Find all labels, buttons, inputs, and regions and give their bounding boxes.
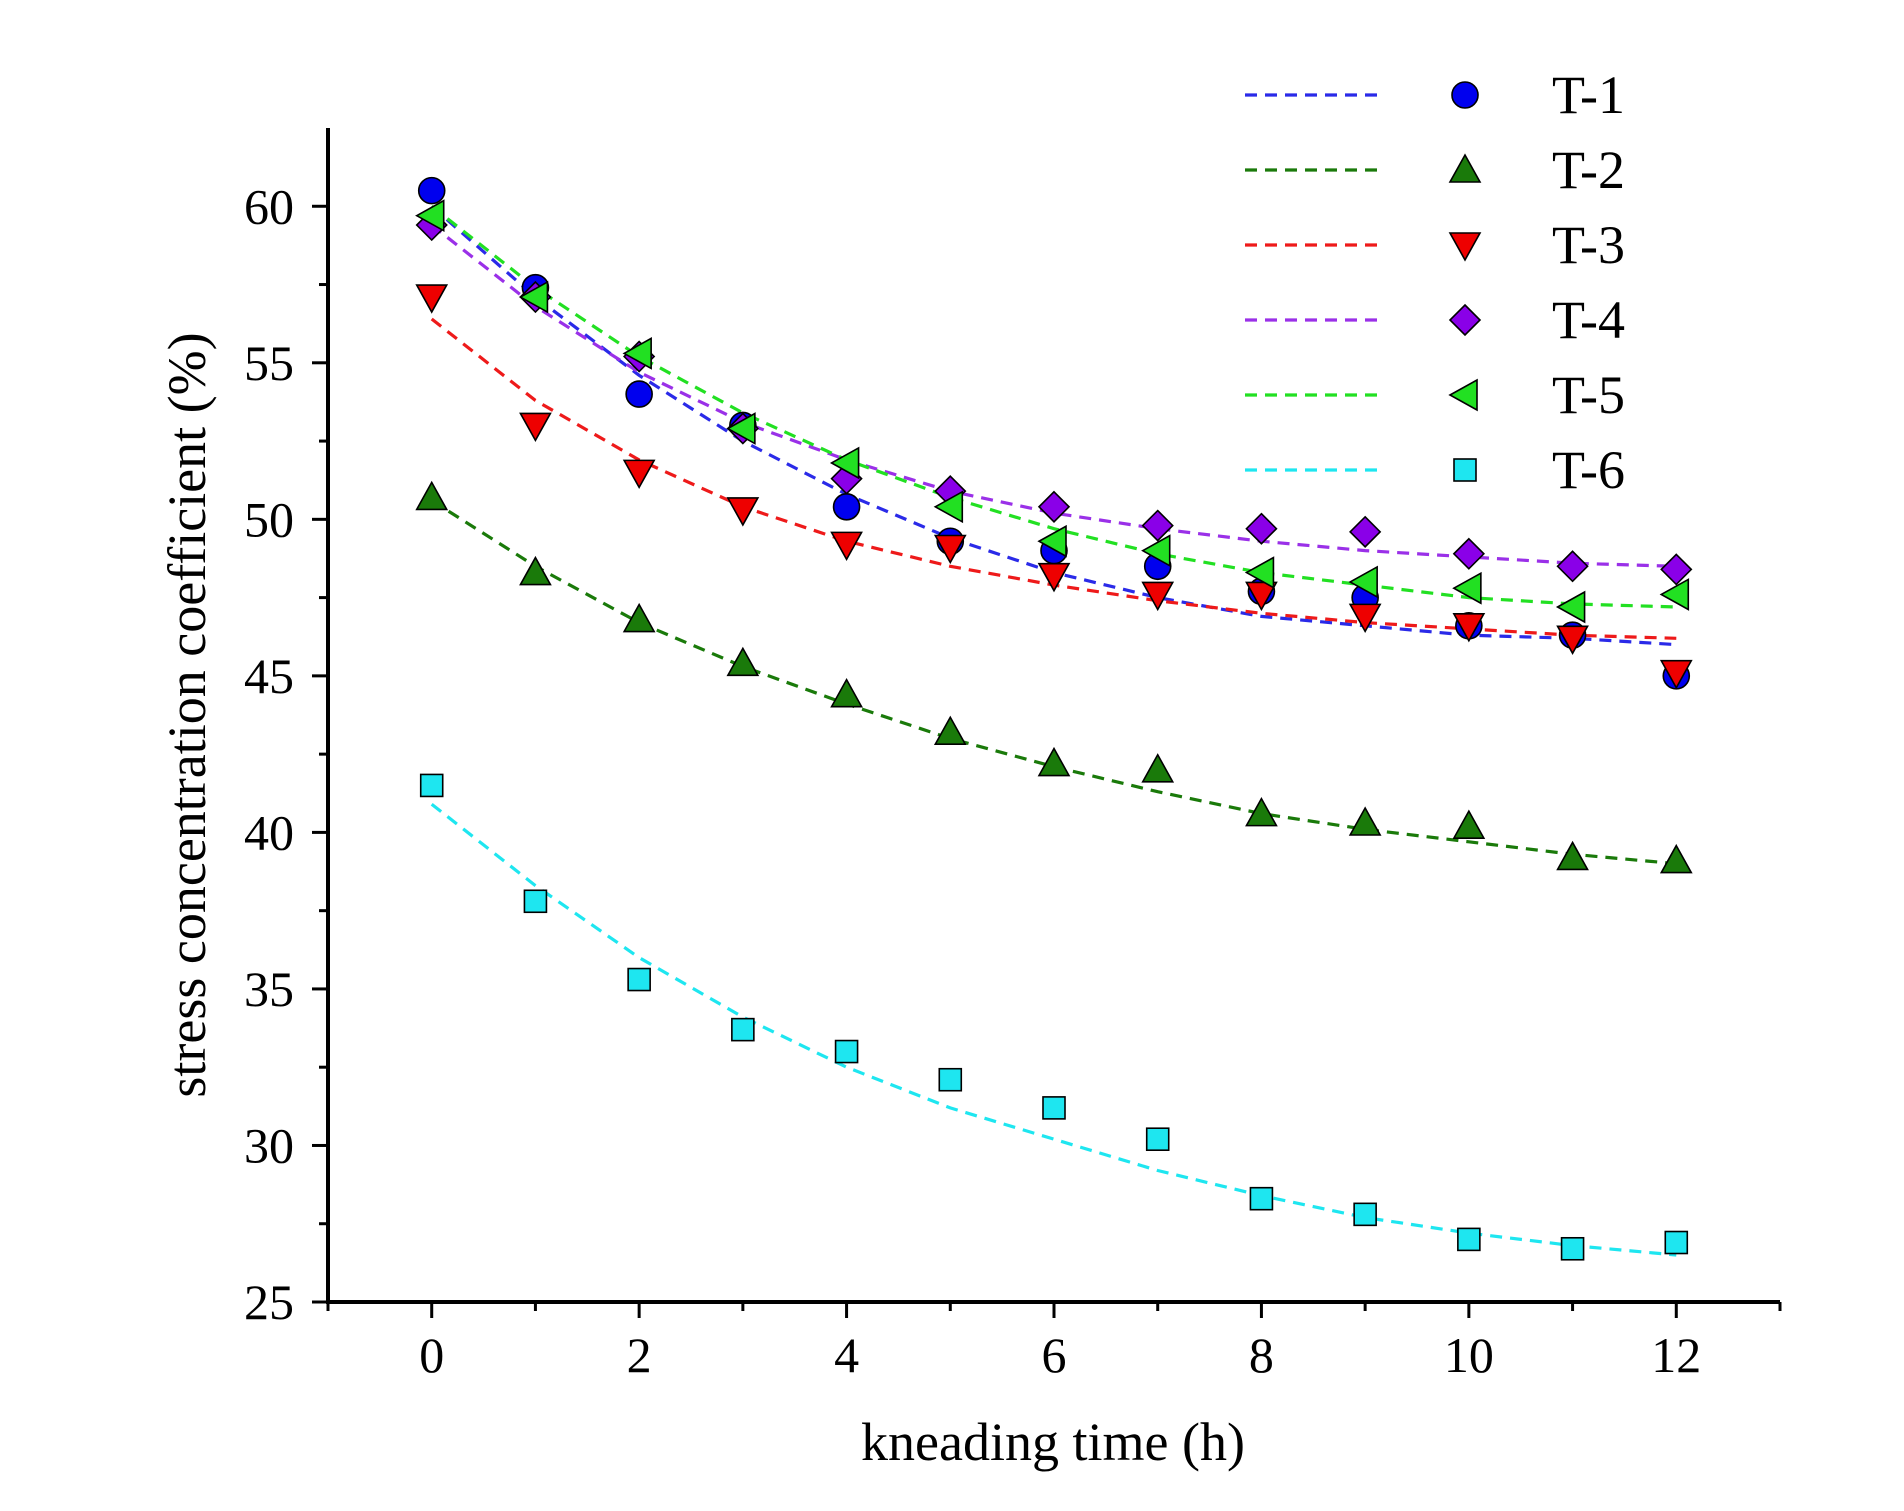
data-point-t-6 [1145,1127,1170,1152]
data-point-t-5 [1452,571,1482,605]
data-point-t-3 [1141,581,1175,612]
data-point-t-4 [1556,550,1589,583]
data-point-t-4 [1452,537,1485,570]
legend-label-t-3: T-3 [1552,215,1625,275]
x-tick-label: 2 [627,1327,652,1383]
data-point-t-5 [518,280,549,314]
data-point-t-3 [1037,562,1071,593]
data-point-t-2 [622,602,656,633]
y-tick-label: 40 [244,804,294,860]
data-point-t-3 [933,534,967,565]
y-tick-label: 30 [244,1117,294,1173]
legend-marker-t-1 [1451,81,1479,109]
legend-label-t-2: T-2 [1552,140,1625,200]
data-point-t-2 [1348,806,1382,836]
data-point-t-3 [415,284,449,314]
data-point-t-6 [1042,1096,1066,1120]
data-point-t-5 [829,446,860,480]
data-point-t-3 [622,459,656,490]
y-tick-label: 60 [244,178,294,234]
data-point-t-2 [1556,840,1589,871]
x-tick-label: 6 [1042,1327,1067,1383]
legend-label-t-6: T-6 [1552,440,1625,500]
data-point-t-5 [933,490,964,524]
y-tick-label: 35 [244,961,294,1017]
data-point-t-2 [726,646,760,677]
data-point-t-1 [832,493,861,521]
data-point-t-6 [1353,1202,1377,1227]
legend-label-t-4: T-4 [1552,290,1625,350]
data-point-t-5 [1348,565,1378,599]
data-point-t-2 [1659,843,1693,874]
data-point-t-3 [519,412,552,443]
data-point-t-3 [1245,581,1278,612]
data-point-t-5 [1244,556,1275,589]
data-point-t-3 [1556,625,1589,655]
legend-marker-t-5 [1448,378,1478,412]
legend-label-t-1: T-1 [1552,65,1625,125]
data-point-t-3 [726,497,760,527]
data-point-t-4 [1245,512,1278,545]
x-tick-label: 4 [834,1327,859,1383]
y-tick-label: 25 [244,1274,294,1330]
data-point-t-5 [622,337,652,370]
x-axis-title: kneading time (h) [861,1412,1245,1472]
data-point-t-5 [415,199,445,233]
data-point-t-6 [731,1017,755,1042]
data-point-t-5 [1037,524,1067,558]
x-tick-label: 10 [1444,1327,1494,1383]
data-point-t-2 [519,555,552,586]
markers-group [415,176,1693,1261]
data-point-t-5 [1555,590,1586,624]
data-point-t-5 [726,412,756,445]
legend-marker-t-6 [1453,458,1477,482]
data-point-t-3 [830,531,863,562]
data-point-t-4 [1660,553,1693,586]
data-point-t-2 [1037,746,1071,777]
data-point-t-6 [1560,1236,1585,1261]
fit-line-t-6 [430,802,1677,1257]
data-point-t-6 [1457,1227,1481,1252]
x-tick-label: 12 [1651,1327,1701,1383]
data-point-t-6 [834,1039,859,1064]
legend-label-t-5: T-5 [1552,365,1625,425]
data-point-t-2 [933,715,967,746]
legend: T-1 T-2 T-3 T-4 T-5 T-6 [1245,65,1625,500]
data-point-t-3 [1348,603,1382,634]
x-tick-label: 0 [419,1327,444,1383]
legend-marker-t-3 [1448,232,1482,262]
data-point-t-2 [1245,796,1278,827]
y-axis-title: stress concentration coefficient (%) [157,332,217,1097]
data-point-t-3 [1452,612,1486,643]
data-point-t-2 [1452,809,1486,839]
fit-line-t-5 [430,205,1677,609]
y-tick-label: 55 [244,335,294,391]
data-point-t-4 [1349,515,1382,548]
data-point-t-6 [419,773,444,798]
data-point-t-2 [830,678,863,708]
data-point-t-2 [415,480,449,511]
data-point-t-5 [1659,578,1690,611]
data-point-t-1 [417,176,446,205]
data-point-t-6 [1664,1230,1689,1255]
data-point-t-5 [1141,534,1171,567]
data-point-t-3 [1659,659,1693,690]
data-point-t-4 [1141,509,1174,542]
data-point-t-6 [1249,1186,1274,1211]
legend-marker-t-2 [1448,153,1482,183]
legend-marker-t-4 [1448,303,1482,337]
y-tick-label: 45 [244,648,294,704]
data-point-t-6 [938,1067,963,1092]
y-tick-label: 50 [244,491,294,547]
data-point-t-2 [1141,753,1175,783]
data-point-t-4 [1037,490,1071,523]
ticks-group: 25 30 35 40 45 50 55 60 0 2 4 6 8 10 12 [244,178,1782,1383]
x-tick-label: 8 [1249,1327,1274,1383]
data-point-t-1 [625,380,653,408]
data-point-t-6 [627,967,651,992]
data-point-t-6 [523,889,548,914]
